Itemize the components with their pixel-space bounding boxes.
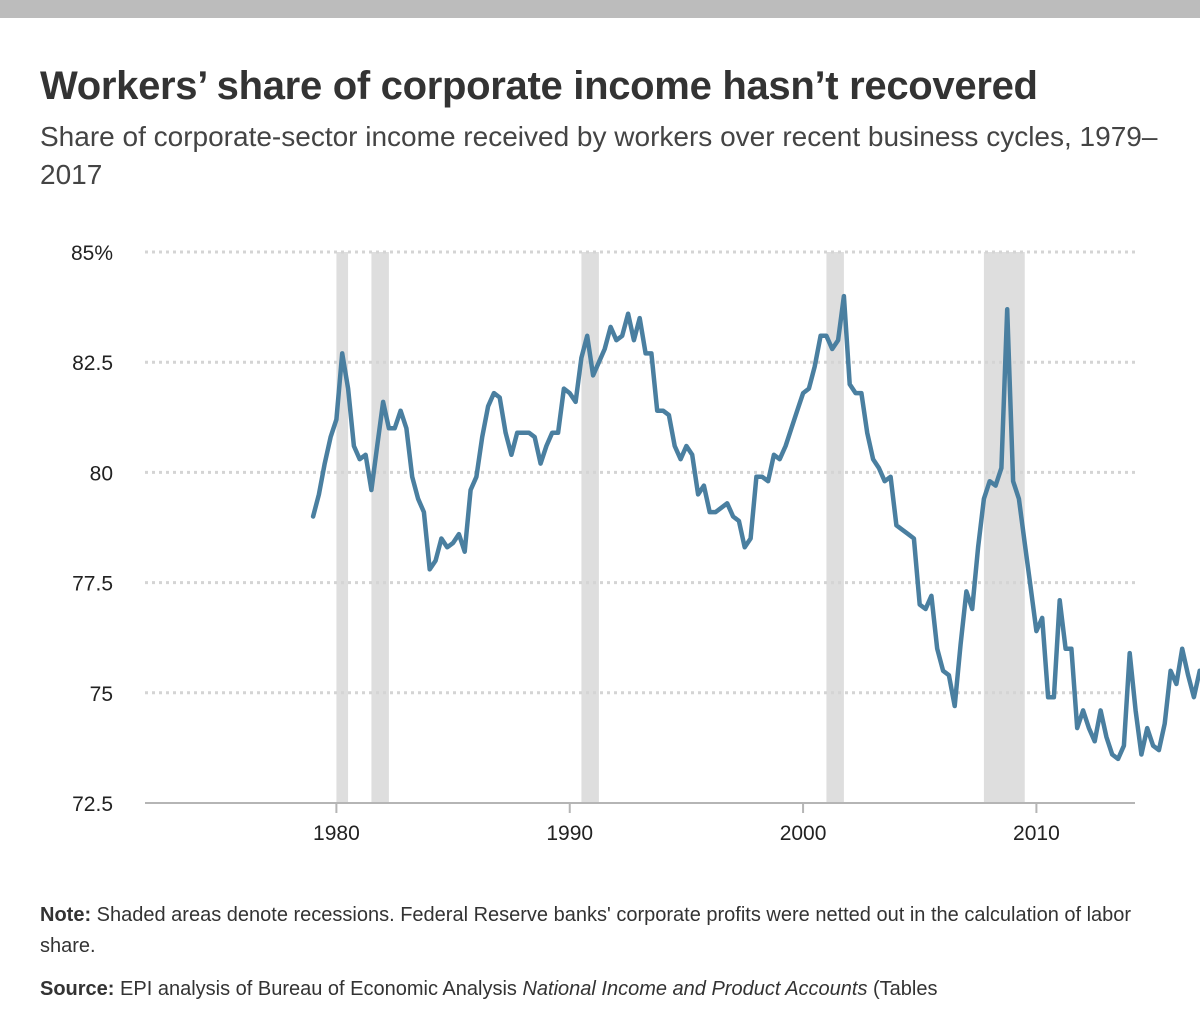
recession-band-3	[826, 252, 844, 803]
source-text: EPI analysis of Bureau of Economic Analy…	[114, 978, 523, 1000]
y-tick-label: 75	[90, 683, 113, 706]
recession-bands	[336, 252, 1025, 803]
top-accent-bar	[0, 0, 1200, 18]
recession-band-1	[371, 252, 389, 803]
y-tick-label: 77.5	[72, 573, 113, 596]
y-tick-label: 82.5	[72, 352, 113, 375]
chart-source: Source: EPI analysis of Bureau of Econom…	[40, 974, 1180, 1005]
y-tick-label: 80	[90, 462, 113, 485]
chart-title: Workers’ share of corporate income hasn’…	[40, 64, 1038, 108]
chart-note: Note: Shaded areas denote recessions. Fe…	[40, 900, 1160, 962]
recession-band-2	[581, 252, 599, 803]
source-publication: National Income and Product Accounts	[522, 978, 868, 1000]
x-tick-label: 2010	[1013, 822, 1060, 845]
note-text: Shaded areas denote recessions. Federal …	[40, 904, 1132, 957]
line-chart: 72.5 75 77.5 80 82.5 85% 1980 1990 2000 2010	[71, 242, 1200, 845]
source-text-tail: (Tables	[867, 978, 938, 1000]
note-label: Note:	[40, 904, 92, 926]
x-tick-label: 1990	[546, 822, 593, 845]
recession-band-0	[336, 252, 349, 803]
chart-subtitle: Share of corporate-sector income receive…	[40, 121, 1158, 190]
series-line-0	[310, 293, 1200, 762]
series-layer	[310, 293, 1200, 762]
source-label: Source:	[40, 978, 115, 1000]
y-tick-label: 72.5	[72, 793, 113, 816]
x-tick-label: 1980	[313, 822, 360, 845]
y-tick-label: 85%	[71, 242, 113, 265]
x-tick-label: 2000	[780, 822, 827, 845]
axes: 72.5 75 77.5 80 82.5 85% 1980 1990 2000 2010	[71, 242, 1135, 845]
